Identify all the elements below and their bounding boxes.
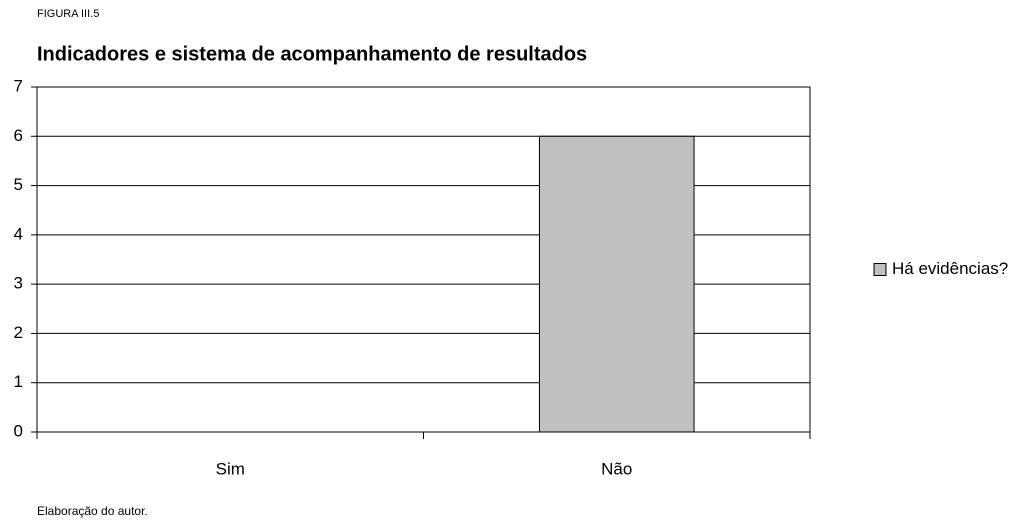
y-tick-label: 1 — [14, 372, 23, 391]
y-tick-label: 7 — [14, 76, 23, 95]
y-tick-label: 6 — [14, 126, 23, 145]
y-tick-label: 3 — [14, 274, 23, 293]
chart-title: Indicadores e sistema de acompanhamento … — [37, 43, 587, 65]
legend-swatch — [873, 263, 887, 276]
y-tick-label: 0 — [14, 421, 23, 440]
figure-label: FIGURA III.5 — [37, 8, 99, 20]
x-tick-label: Sim — [216, 459, 245, 478]
footnote: Elaboração do autor. — [37, 504, 148, 518]
y-tick-label: 4 — [14, 224, 23, 243]
x-tick-label: Não — [601, 459, 632, 478]
legend-label: Há evidências? — [892, 259, 1008, 278]
y-tick-label: 2 — [14, 323, 23, 342]
bar — [538, 135, 695, 433]
y-tick-label: 5 — [14, 175, 23, 194]
